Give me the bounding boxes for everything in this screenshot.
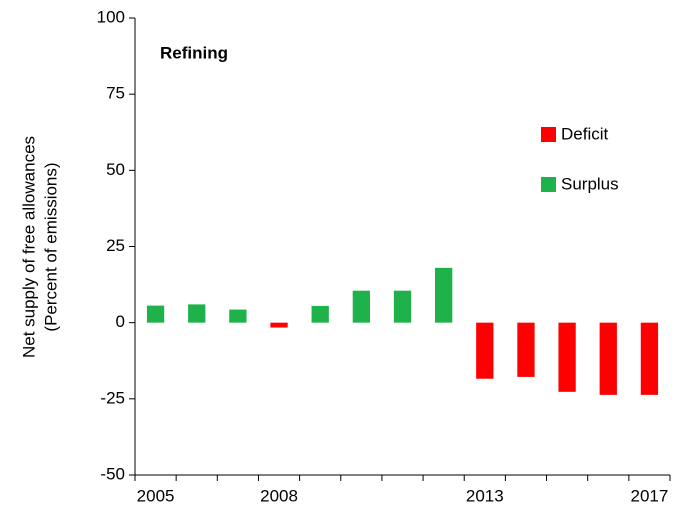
y-tick-label: 75 (106, 84, 125, 103)
bar (435, 267, 453, 323)
bar (352, 290, 370, 323)
bar (476, 322, 494, 379)
bar (188, 304, 206, 323)
legend-swatch (541, 127, 556, 142)
bar (640, 322, 659, 395)
legend-label: Surplus (561, 174, 619, 193)
y-tick-label: 25 (106, 236, 125, 255)
bar (599, 322, 617, 395)
bar (558, 322, 576, 392)
y-tick-label: -50 (100, 464, 125, 483)
bar (229, 309, 247, 323)
y-axis-label: (Percent of emissions) (41, 162, 60, 331)
bar (146, 305, 165, 323)
bar (517, 322, 535, 377)
y-tick-label: 0 (116, 312, 125, 331)
legend-label: Deficit (561, 124, 609, 143)
x-tick-label: 2005 (137, 486, 175, 505)
bar (393, 290, 412, 323)
x-tick-label: 2013 (466, 486, 504, 505)
legend-swatch (541, 177, 556, 192)
bar (270, 322, 288, 328)
x-tick-label: 2017 (631, 486, 669, 505)
y-tick-label: 50 (106, 160, 125, 179)
y-tick-label: -25 (100, 388, 125, 407)
y-axis-label: Net supply of free allowances (19, 136, 38, 358)
chart-title: Refining (160, 43, 228, 62)
x-tick-label: 2008 (260, 486, 298, 505)
y-tick-label: 100 (97, 7, 125, 26)
bar (311, 305, 329, 323)
